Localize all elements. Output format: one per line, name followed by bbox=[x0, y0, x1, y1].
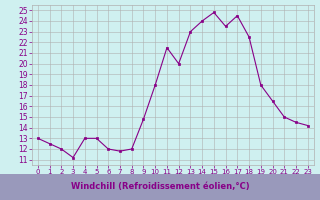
Text: Windchill (Refroidissement éolien,°C): Windchill (Refroidissement éolien,°C) bbox=[71, 182, 249, 192]
